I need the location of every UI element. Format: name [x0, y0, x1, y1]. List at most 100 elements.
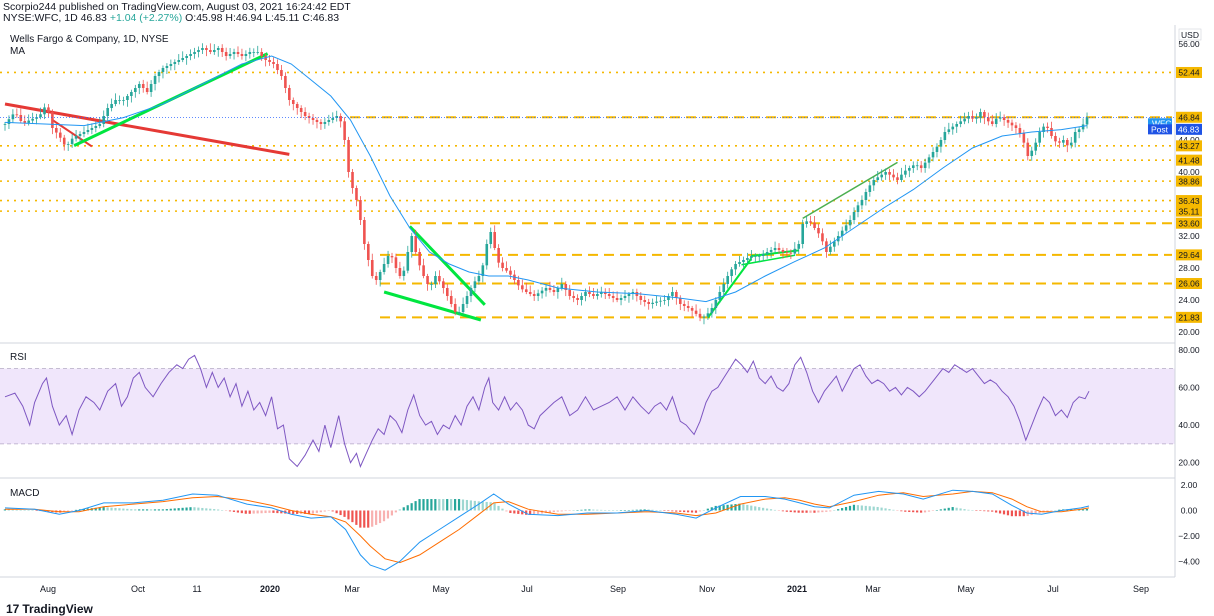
candle-body [315, 120, 319, 122]
macd-hist-bar [651, 509, 654, 511]
macd-hist-bar [240, 510, 243, 514]
macd-hist-bar [517, 510, 520, 514]
candle-body [975, 117, 978, 119]
candle-body [797, 244, 801, 249]
macd-hist-bar [430, 499, 433, 511]
macd-hist-bar [837, 509, 840, 511]
candle-body [1065, 140, 1069, 146]
macd-hist-bar [840, 508, 844, 511]
candle-body [754, 256, 757, 257]
candle-body [943, 132, 947, 140]
macd-hist-bar [1070, 509, 1073, 511]
candle-body [1034, 142, 1038, 151]
candle-body [359, 200, 362, 220]
level-tag-label: 33.60 [1178, 218, 1200, 228]
macd-hist-bar [991, 510, 994, 512]
macd-hist-bar [548, 510, 551, 513]
candle-body [852, 212, 856, 220]
candle-body [299, 108, 303, 112]
macd-hist-bar [446, 499, 449, 511]
macd-line [4, 489, 1090, 571]
price-tick-label: 32.00 [1178, 231, 1200, 241]
macd-hist-bar [1081, 509, 1085, 511]
ohlc-low: L:45.11 [265, 12, 300, 24]
macd-hist-bar [303, 510, 307, 514]
price-tick-label: 24.00 [1178, 295, 1200, 305]
candle-body [702, 316, 706, 318]
macd-hist-bar [817, 510, 820, 513]
macd-hist-bar [153, 509, 157, 511]
x-tick-label: Aug [40, 584, 56, 594]
candle-body [892, 174, 895, 178]
candle-body [639, 296, 643, 300]
level-tag-label: 52.44 [1178, 68, 1200, 78]
candle-body [619, 298, 623, 300]
macd-hist-bar [675, 510, 678, 512]
candle-body [722, 284, 726, 292]
candle-body [647, 302, 650, 304]
macd-hist-bar [943, 508, 946, 511]
candle-body [461, 304, 465, 312]
macd-hist-bar [611, 510, 615, 511]
candle-body [434, 276, 437, 284]
candle-body [667, 296, 670, 300]
macd-hist-bar [552, 510, 555, 513]
macd-hist-bar [236, 510, 239, 513]
signal-line [5, 490, 1090, 564]
candle-body [592, 294, 595, 296]
rsi-tick-label: 80.00 [1178, 345, 1200, 355]
candle-body [896, 177, 899, 180]
macd-hist-bar [126, 508, 129, 511]
candle-body [540, 290, 544, 294]
candle-body [268, 60, 271, 62]
macd-hist-bar [872, 506, 875, 511]
candle-body [11, 114, 15, 120]
candle-body [256, 52, 260, 53]
macd-hist-bar [880, 507, 883, 511]
macd-hist-bar [951, 507, 954, 511]
candle-body [1073, 132, 1077, 143]
candle-body [438, 276, 441, 282]
symbol-tag: WFC [1152, 118, 1171, 128]
macd-hist-bar [702, 510, 705, 511]
candle-body [1081, 124, 1085, 130]
level-tag [1176, 111, 1202, 123]
candle-body [517, 280, 520, 286]
candle-body [884, 172, 887, 175]
macd-hist-bar [70, 510, 74, 511]
x-tick-label: Nov [699, 584, 716, 594]
macd-hist-bar [777, 510, 781, 511]
price-scale[interactable]: USD 56.00 44.00 40.00 32.00 28.00 24.00 20.00 8… [1148, 25, 1202, 577]
macd-hist-bar [987, 510, 990, 512]
macd-hist-bar [1046, 510, 1049, 512]
macd-hist-bar [375, 510, 378, 525]
macd-pane[interactable]: MACD [0, 477, 1175, 571]
tv-logo-icon: 17 [6, 602, 20, 616]
macd-hist-bar [371, 510, 374, 527]
macd-hist-bar [584, 509, 587, 511]
macd-hist-bar [378, 510, 382, 524]
candle-body [212, 50, 216, 52]
candle-body [110, 104, 113, 108]
green-trendline [408, 225, 486, 306]
macd-hist-bar [252, 510, 255, 514]
macd-hist-bar [209, 508, 212, 511]
macd-hist-bar [576, 510, 579, 511]
macd-hist-bar [414, 501, 417, 511]
macd-hist-bar [268, 510, 271, 513]
level-tag [1176, 217, 1202, 229]
time-axis[interactable]: Aug Oct 11 2020 Mar May Jul Sep Nov 2021 Mar May Jul… [0, 576, 1175, 594]
candle-body [173, 62, 177, 64]
macd-hist-bar [659, 510, 662, 511]
rsi-pane[interactable]: RSI [0, 342, 1175, 468]
candle-body [244, 54, 248, 56]
price-pane[interactable]: Wells Fargo & Company, 1D, NYSE MA [0, 25, 1175, 343]
candle-body [473, 281, 477, 288]
candle-body [161, 68, 165, 72]
macd-hist-bar [27, 510, 30, 511]
candle-body [319, 122, 323, 124]
ohlc-close: C:46.83 [302, 12, 340, 24]
candle-body [209, 50, 212, 52]
macd-hist-bar [193, 507, 196, 511]
